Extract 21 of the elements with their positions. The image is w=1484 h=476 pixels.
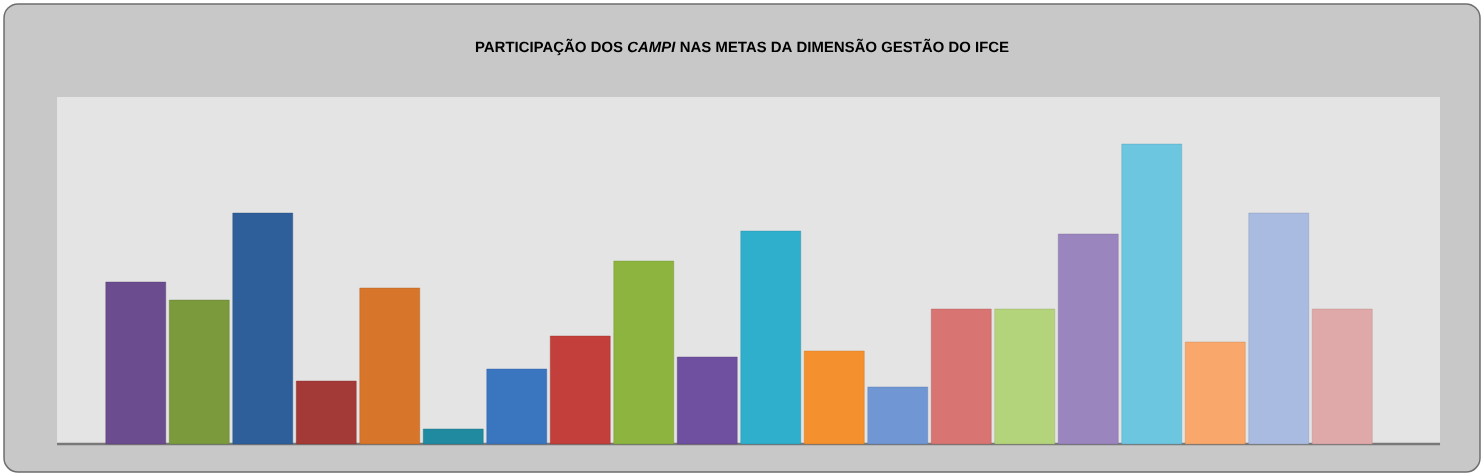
bar <box>867 386 928 445</box>
bar <box>740 230 801 445</box>
bar <box>804 350 865 445</box>
bar <box>550 335 611 445</box>
bar <box>994 308 1055 445</box>
bar <box>486 368 547 445</box>
chart-title: PARTICIPAÇÃO DOS CAMPI NAS METAS DA DIMENSÃO GESTÃO DO IFCE <box>475 38 1009 56</box>
bar <box>677 356 738 445</box>
bar <box>1121 143 1182 445</box>
bar <box>359 287 420 445</box>
bar <box>613 260 674 445</box>
bar <box>423 428 484 445</box>
bar <box>931 308 992 445</box>
bar <box>1312 308 1373 445</box>
bar <box>296 380 357 445</box>
bar <box>232 212 293 445</box>
bar <box>105 281 166 445</box>
bar <box>1058 233 1119 445</box>
bar <box>1248 212 1309 445</box>
bar <box>169 299 230 445</box>
bar <box>1185 341 1246 445</box>
